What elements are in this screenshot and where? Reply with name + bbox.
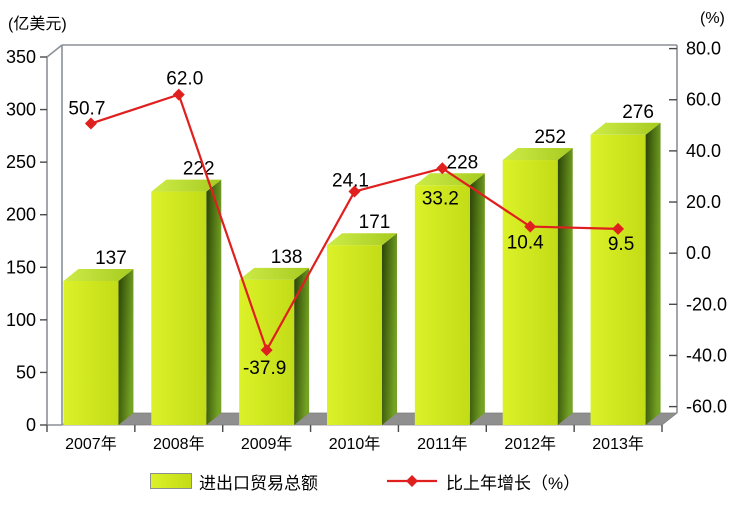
right-axis-tick-label: 20.0 (686, 192, 721, 212)
x-axis-label: 2009年 (241, 435, 293, 453)
bar-side-face (118, 268, 134, 425)
bar-value-label: 171 (359, 212, 391, 233)
bar-series-swatch (150, 473, 192, 489)
x-axis-label: 2010年 (329, 435, 381, 453)
growth-marker (524, 220, 537, 233)
bar-side-face (206, 179, 222, 425)
bar-value-label: 138 (271, 247, 303, 268)
right-axis-unit-label: (%) (700, 10, 725, 27)
bar-value-label: 222 (183, 159, 215, 180)
x-axis-label: 2007年 (65, 435, 117, 453)
bar-side-face (294, 267, 310, 425)
legend-item-trade-total: 进出口贸易总额 (150, 470, 318, 493)
right-axis-tick-label: 60.0 (686, 90, 721, 110)
growth-marker (172, 88, 185, 101)
bar-front-face (327, 245, 382, 425)
bar-value-label: 252 (534, 127, 566, 148)
bar-value-label: 228 (447, 152, 479, 173)
bar-side-face (469, 173, 485, 425)
x-axis-label: 2012年 (504, 435, 556, 453)
bar-value-label: 137 (95, 248, 127, 269)
growth-value-label: 10.4 (507, 233, 544, 254)
bar-front-face (151, 191, 207, 425)
bar-top-face (63, 268, 134, 281)
right-axis-tick-label: 0.0 (686, 243, 711, 263)
legend-label-trade-total: 进出口贸易总额 (199, 473, 318, 493)
bar-top-face (151, 179, 222, 192)
bar-front-face (63, 280, 119, 425)
bar-side-face (645, 122, 661, 425)
growth-value-label: 9.5 (608, 234, 634, 255)
bar-top-face (327, 233, 397, 246)
right-axis-tick-label: 40.0 (686, 141, 721, 161)
right-axis-tick-label: -60.0 (686, 397, 727, 417)
growth-marker (436, 162, 449, 175)
plot-frame (46, 44, 678, 426)
right-axis-tick-label: 80.0 (686, 39, 721, 59)
legend-label-growth: 比上年增长（%） (446, 473, 581, 493)
left-axis-tick-label: 50 (16, 362, 36, 382)
x-axis-label: 2013年 (592, 435, 644, 453)
bar-front-face (414, 185, 470, 425)
bar-value-label: 276 (622, 102, 654, 123)
growth-marker (260, 344, 273, 357)
left-axis-tick-label: 250 (6, 152, 36, 172)
growth-marker (84, 117, 97, 130)
chart-plot-area: 350 300 250 200 150 100 50 0 80.0 60.0 40.0 20.0 0.0… (6, 39, 727, 453)
left-axis-tick-label: 200 (6, 205, 36, 225)
bar-top-face (590, 122, 661, 135)
bar-top-face (239, 267, 310, 280)
left-axis-tick-label: 100 (6, 310, 36, 330)
x-axis-label: 2008年 (153, 435, 205, 453)
left-axis-tick-label: 350 (6, 47, 36, 67)
bar-side-face (382, 233, 397, 425)
line-series-swatch (387, 475, 437, 487)
bar-front-face (502, 160, 558, 426)
left-axis-tick-label: 0 (26, 415, 36, 435)
left-axis-tick-label: 300 (6, 100, 36, 120)
bar-top-face (414, 173, 485, 186)
legend-diamond-glyph (406, 475, 418, 487)
bar-front-face (590, 134, 646, 425)
growth-marker (612, 222, 625, 235)
growth-value-label: 62.0 (166, 69, 203, 90)
left-axis-tick-label: 150 (6, 257, 36, 277)
bar-top-face (502, 148, 573, 161)
growth-value-label: 50.7 (68, 99, 105, 120)
growth-value-label: -37.9 (243, 358, 286, 379)
right-axis-tick-label: -20.0 (686, 294, 727, 314)
growth-marker (348, 185, 361, 198)
legend-item-growth: 比上年增长（%） (385, 470, 581, 493)
growth-value-label: 33.2 (422, 188, 459, 209)
growth-value-label: 24.1 (332, 171, 369, 192)
right-axis-tick-label: -40.0 (686, 345, 727, 365)
left-axis-unit-label: (亿美元) (8, 16, 67, 33)
x-axis-label: 2011年 (417, 435, 467, 453)
bar-side-face (557, 148, 573, 426)
